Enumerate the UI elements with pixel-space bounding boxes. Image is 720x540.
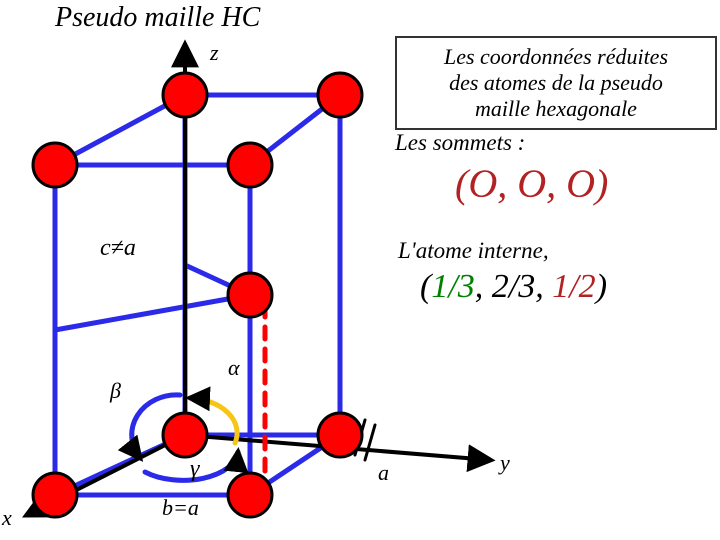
vertices-label: Les sommets : (395, 130, 525, 156)
atom-icon (228, 273, 272, 317)
vertices-coord: (O, O, O) (455, 160, 608, 207)
b-eq-a-label: b=a (162, 495, 199, 521)
atom-icon (163, 413, 207, 457)
y-axis-label: y (500, 450, 510, 476)
atom-icon (33, 473, 77, 517)
atom-icon (228, 473, 272, 517)
atom-icon (228, 143, 272, 187)
x-axis-label: x (2, 505, 12, 531)
a-label: a (378, 460, 389, 486)
gamma-label: γ (190, 456, 199, 483)
internal-atom-coord: (1/3, 2/3, 1/2) (420, 268, 607, 306)
coords-box-line1: Les coordonnées réduites (397, 44, 715, 70)
atom-icon (163, 73, 207, 117)
atom-icon (33, 143, 77, 187)
c-neq-a-label: c≠a (100, 235, 136, 262)
z-axis-label: z (210, 40, 219, 66)
coords-box-line3: maille hexagonale (397, 96, 715, 122)
atom-icon (318, 413, 362, 457)
atom-icon (318, 73, 362, 117)
diagram-title: Pseudo maille HC (55, 2, 260, 34)
alpha-label: α (228, 355, 240, 381)
coords-box-line2: des atomes de la pseudo (397, 70, 715, 96)
coords-box: Les coordonnées réduites des atomes de l… (395, 36, 717, 130)
beta-label: β (110, 378, 121, 404)
internal-atom-label: L'atome interne, (398, 238, 549, 264)
